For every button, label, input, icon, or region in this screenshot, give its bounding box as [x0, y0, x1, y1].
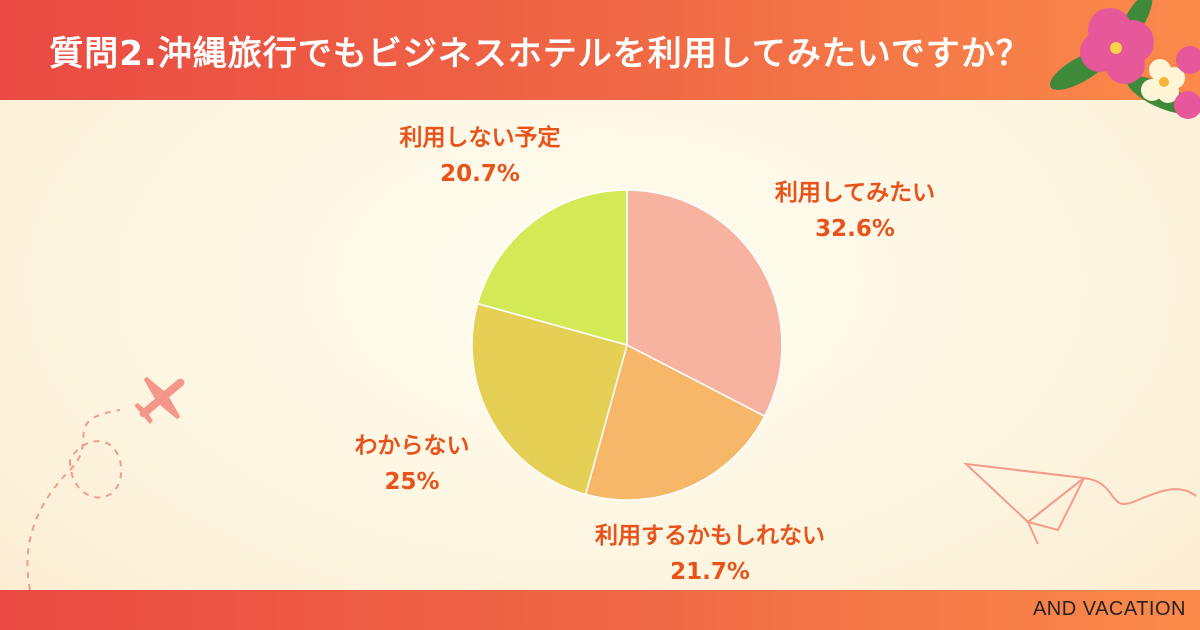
slice-label: 利用しない予定	[399, 125, 561, 151]
label-riyou-suru-kamo: 利用するかもしれない 21.7%	[560, 518, 860, 590]
pie-slice-0	[626, 189, 783, 418]
slice-label: 利用してみたい	[774, 180, 936, 206]
pie-slice-2	[471, 302, 628, 496]
brand-name: AND VACATION	[1032, 598, 1186, 620]
footer-bar	[0, 590, 1200, 630]
slice-value: 21.7%	[670, 559, 750, 585]
airplane-icon	[26, 376, 185, 591]
label-riyou-shinai: 利用しない予定 20.7%	[365, 120, 595, 192]
header-banner	[0, 0, 1200, 100]
hibiscus-flower-icon	[1049, 0, 1200, 119]
pie-slice-1	[584, 343, 766, 501]
page-title: 質問2.沖縄旅行でもビジネスホテルを利用してみたいですか？	[49, 34, 1031, 74]
slice-value: 32.6%	[815, 216, 895, 242]
pie-slice-3	[476, 189, 628, 346]
slice-value: 25%	[384, 469, 440, 495]
paper-plane-icon	[963, 462, 1197, 545]
slice-value: 20.7%	[440, 161, 520, 187]
slice-label: わからない	[354, 433, 470, 459]
label-wakaranai: わからない 25%	[332, 428, 492, 500]
label-riyou-shite-mitai: 利用してみたい 32.6%	[745, 175, 965, 247]
slice-label: 利用するかもしれない	[595, 523, 825, 549]
